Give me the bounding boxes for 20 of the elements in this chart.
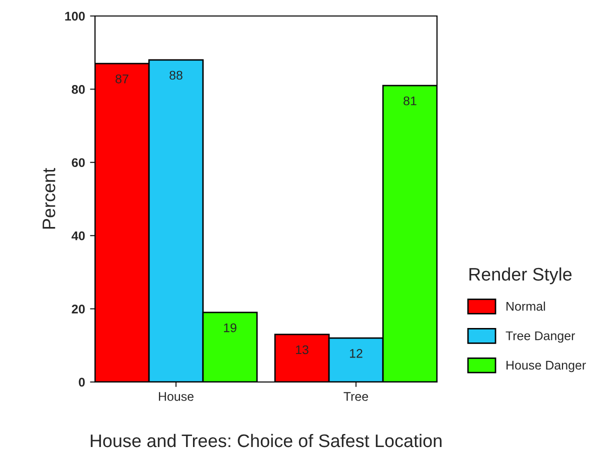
y-tick-label: 20 bbox=[72, 304, 85, 314]
x-axis-title: House and Trees: Choice of Safest Location bbox=[90, 434, 442, 448]
y-tick-label: 0 bbox=[78, 378, 85, 387]
legend-title: Render Style bbox=[469, 267, 572, 284]
y-tick-label: 80 bbox=[72, 85, 85, 94]
data-label: 88 bbox=[170, 70, 182, 80]
legend-label: Normal bbox=[506, 302, 545, 311]
data-label: 12 bbox=[350, 348, 362, 358]
y-tick-label: 100 bbox=[65, 12, 85, 21]
data-label: 87 bbox=[116, 74, 128, 84]
y-tick-label: 60 bbox=[72, 158, 85, 168]
x-tick-label: Tree bbox=[344, 392, 368, 401]
legend-label: House Danger bbox=[506, 360, 586, 372]
legend-label: Tree Danger bbox=[506, 331, 575, 343]
y-tick-label: 40 bbox=[72, 231, 85, 240]
x-tick-label: House bbox=[158, 392, 194, 401]
data-label: 19 bbox=[224, 323, 236, 332]
data-label: 81 bbox=[404, 96, 416, 106]
data-label: 13 bbox=[296, 345, 308, 354]
y-axis-title: Percent bbox=[42, 168, 56, 229]
